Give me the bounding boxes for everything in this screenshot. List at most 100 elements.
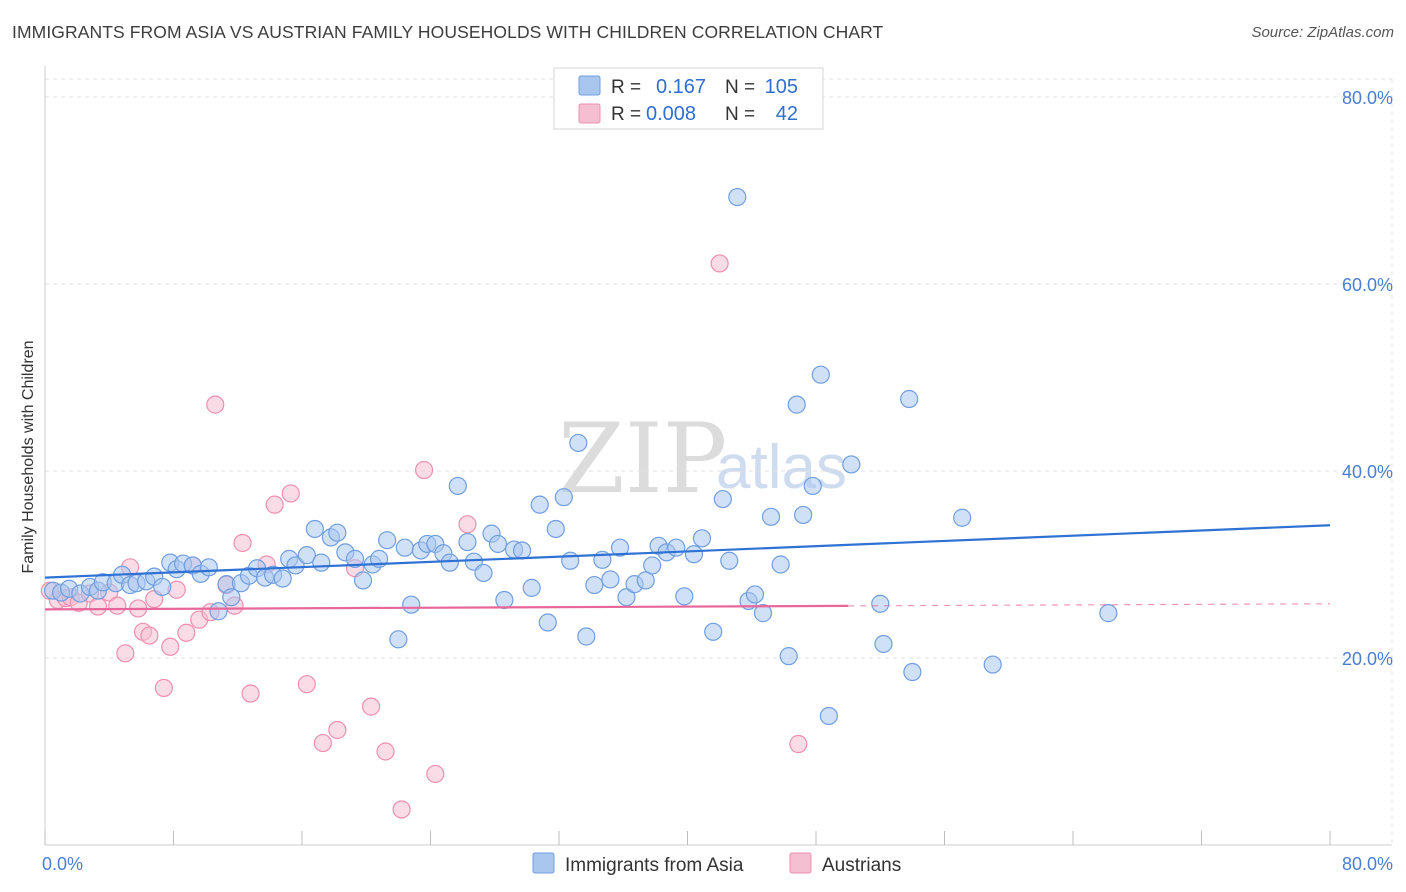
asia-point-56: [495, 590, 514, 610]
trend-line-austrians: [44, 604, 849, 611]
asia-point-98: [874, 634, 893, 654]
legend-r-value-asia: 0.167: [656, 76, 706, 98]
austrians-point-25: [233, 533, 252, 553]
source-credit: Source: ZipAtlas.com: [1251, 24, 1394, 41]
y-tick-label-0: 20.0%: [1342, 649, 1393, 669]
asia-point-101: [953, 508, 972, 527]
asia-point-93: [803, 476, 822, 496]
asia-point-64: [561, 551, 580, 570]
asia-point-91: [787, 395, 806, 414]
x-tick-label-max: 80.0%: [1342, 854, 1393, 874]
asia-point-28: [273, 569, 292, 588]
asia-point-35: [328, 523, 347, 542]
austrians-point-26: [241, 684, 260, 703]
asia-point-59: [522, 578, 541, 597]
x-tick-labels: 0.0% 80.0%: [42, 854, 1393, 874]
x-tick-label-min: 0.0%: [42, 854, 83, 874]
asia-point-86: [745, 585, 765, 604]
austrians-point-34: [361, 697, 381, 716]
asia-point-37: [345, 549, 365, 568]
asia-point-87: [753, 604, 773, 623]
asia-point-33: [312, 553, 331, 572]
legend-n-label-austrians: N =: [725, 104, 755, 125]
austrians-point-41: [789, 734, 808, 754]
asia-point-84: [728, 187, 747, 207]
austrians-point-40: [710, 254, 729, 273]
austrians-point-8: [108, 596, 127, 615]
austrians-point-30: [297, 675, 316, 694]
series-immigrants-from-asia: [43, 187, 1118, 726]
trend-line-asia: [44, 524, 1331, 579]
austrians-point-13: [140, 626, 159, 645]
y-axis-label: Family Households with Children: [20, 341, 37, 574]
austrians-point-16: [161, 637, 180, 656]
asia-point-96: [842, 455, 861, 474]
austrians-point-15: [154, 678, 173, 698]
bottom-legend-label-asia: Immigrants from Asia: [565, 855, 744, 876]
asia-point-83: [720, 551, 739, 570]
legend-swatch-austrians: [578, 103, 601, 124]
austrians-point-22: [206, 395, 225, 414]
asia-point-55: [488, 534, 508, 554]
asia-point-100: [903, 662, 922, 682]
asia-point-50: [448, 476, 467, 496]
asia-point-102: [983, 655, 1002, 674]
trend-line-austrians-extension: [848, 603, 1331, 607]
asia-point-70: [610, 538, 630, 557]
asia-point-73: [636, 571, 655, 590]
legend-r-label-asia: R =: [611, 77, 641, 98]
asia-point-22: [222, 588, 241, 607]
asia-point-49: [440, 553, 459, 572]
asia-point-92: [794, 505, 813, 525]
asia-point-58: [512, 541, 532, 560]
asia-point-81: [704, 622, 723, 641]
asia-point-71: [617, 588, 636, 607]
asia-point-44: [402, 595, 421, 614]
austrians-point-29: [281, 484, 300, 503]
y-tick-labels: 20.0% 40.0% 60.0% 80.0%: [1342, 88, 1393, 669]
asia-point-95: [819, 706, 838, 726]
austrians-point-31: [313, 733, 332, 753]
asia-point-62: [546, 519, 565, 539]
bottom-legend-label-austrians: Austrians: [822, 855, 901, 876]
austrians-point-38: [426, 764, 445, 784]
bottom-legend-swatch-asia: [532, 852, 555, 874]
asia-point-31: [297, 546, 316, 565]
asia-point-53: [474, 563, 493, 583]
asia-point-43: [395, 538, 414, 557]
asia-point-77: [667, 538, 686, 557]
asia-point-97: [871, 594, 890, 613]
asia-point-61: [538, 613, 557, 632]
austrians-point-37: [414, 460, 434, 480]
asia-point-79: [684, 545, 704, 564]
asia-point-65: [569, 433, 588, 453]
legend-r-label-austrians: R =: [611, 104, 641, 125]
asia-point-19: [199, 558, 218, 577]
asia-point-13: [153, 577, 172, 597]
legend-swatch-asia: [578, 75, 601, 96]
watermark-zip: ZIP: [558, 403, 727, 515]
asia-point-51: [458, 532, 477, 552]
asia-point-20: [209, 602, 228, 621]
austrians-point-6: [88, 597, 108, 616]
asia-point-74: [643, 556, 662, 575]
asia-point-88: [761, 507, 781, 526]
axes: [44, 66, 1392, 846]
austrians-point-35: [376, 742, 395, 761]
asia-point-32: [305, 519, 324, 539]
watermark-atlas: atlas: [716, 433, 847, 502]
asia-point-30: [286, 556, 305, 575]
asia-point-78: [675, 587, 694, 606]
asia-point-66: [577, 627, 596, 646]
y-tick-label-3: 80.0%: [1342, 88, 1393, 108]
bottom-legend-swatch-austrians: [789, 852, 812, 874]
legend-n-label-asia: N =: [725, 77, 755, 98]
austrians-point-9: [116, 644, 135, 663]
austrians-point-36: [392, 800, 411, 819]
legend-n-value-austrians: 42: [776, 103, 798, 125]
austrians-point-28: [265, 495, 284, 514]
asia-point-38: [353, 571, 373, 590]
asia-point-42: [389, 630, 408, 649]
asia-point-67: [585, 575, 604, 595]
